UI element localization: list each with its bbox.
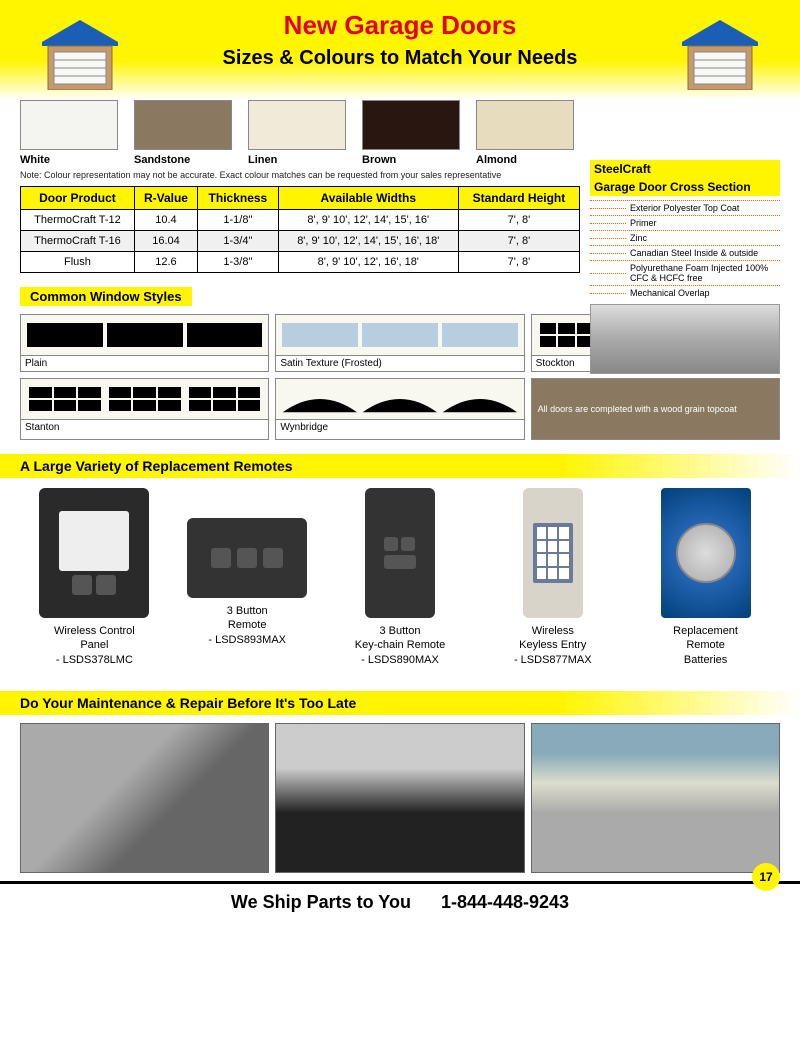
broken-door-image-3 [531,723,780,873]
cell: 8', 9' 10', 12', 14', 15', 16' [278,210,458,231]
remote-label: Wireless Keyless Entry - LSDS877MAX [478,624,627,667]
cross-section-diagram [590,304,780,374]
remote-label: Replacement Remote Batteries [631,624,780,667]
color-label: White [20,154,118,166]
cross-section-title2: Garage Door Cross Section [590,178,780,196]
cell: 7', 8' [458,252,579,273]
window-style: Stanton [20,378,269,440]
table-row: ThermoCraft T-16 16.04 1-3/4" 8', 9' 10'… [21,231,580,252]
maintenance-heading: Do Your Maintenance & Repair Before It's… [0,691,800,715]
cs-label: Mechanical Overlap [590,285,780,300]
page-subtitle: Sizes & Colours to Match Your Needs [20,47,780,70]
color-swatch: Linen [248,100,346,166]
table-row: ThermoCraft T-12 10.4 1-1/8" 8', 9' 10',… [21,210,580,231]
col-header: Standard Height [458,187,579,210]
color-label: Linen [248,154,346,166]
wood-note-text: All doors are completed with a wood grai… [532,379,779,439]
cross-section-title1: SteelCraft [590,160,780,178]
header-band: New Garage Doors Sizes & Colours to Matc… [0,0,800,100]
broken-door-image-1 [20,723,269,873]
remote-label: 3 Button Remote - LSDS893MAX [173,604,322,647]
window-label: Satin Texture (Frosted) [276,355,523,371]
color-swatch: Sandstone [134,100,232,166]
window-style: Wynbridge [275,378,524,440]
maintenance-images [0,715,800,881]
color-label: Sandstone [134,154,232,166]
color-box [248,100,346,150]
window-label: Wynbridge [276,419,523,435]
cs-label: Primer [590,215,780,230]
cell: 1-1/8" [198,210,279,231]
color-box [362,100,460,150]
battery-image [661,488,751,618]
cell: ThermoCraft T-12 [21,210,135,231]
color-label: Brown [362,154,460,166]
cell: 7', 8' [458,231,579,252]
color-label: Almond [476,154,574,166]
cell: 8', 9' 10', 12', 14', 15', 16', 18' [278,231,458,252]
wood-grain-note: All doors are completed with a wood grai… [531,378,780,440]
cs-label: Exterior Polyester Top Coat [590,200,780,215]
spec-table: Door Product R-Value Thickness Available… [20,186,580,273]
window-label: Stanton [21,419,268,435]
windows-heading: Common Window Styles [20,287,192,306]
garage-icon-left [40,20,120,90]
cell: 8', 9' 10', 12', 16', 18' [278,252,458,273]
col-header: R-Value [134,187,197,210]
keyless-entry-image [523,488,583,618]
remote-label: Wireless Control Panel - LSDS378LMC [20,624,169,667]
remote-item: 3 Button Key-chain Remote - LSDS890MAX [326,488,475,667]
cell: 16.04 [134,231,197,252]
footer-bar: We Ship Parts to You 1-844-448-9243 [0,881,800,927]
remotes-heading: A Large Variety of Replacement Remotes [0,454,800,478]
table-row: Flush 12.6 1-3/8" 8', 9' 10', 12', 16', … [21,252,580,273]
color-box [134,100,232,150]
col-header: Door Product [21,187,135,210]
remotes-row: Wireless Control Panel - LSDS378LMC 3 Bu… [0,478,800,677]
page-title: New Garage Doors [20,10,780,41]
color-swatch: Brown [362,100,460,166]
color-box [476,100,574,150]
cross-section-panel: SteelCraft Garage Door Cross Section Ext… [590,160,780,374]
color-swatch-row: White Sandstone Linen Brown Almond [0,100,800,166]
wireless-panel-image [39,488,149,618]
cell: 7', 8' [458,210,579,231]
color-swatch: White [20,100,118,166]
page-number-badge: 17 [752,863,780,891]
remote-item: 3 Button Remote - LSDS893MAX [173,488,322,667]
cell: Flush [21,252,135,273]
footer-ship-text: We Ship Parts to You [231,892,411,912]
cs-label: Zinc [590,230,780,245]
cs-label: Canadian Steel Inside & outside [590,245,780,260]
color-box [20,100,118,150]
remote-label: 3 Button Key-chain Remote - LSDS890MAX [326,624,475,667]
window-style: Plain [20,314,269,372]
window-style: Satin Texture (Frosted) [275,314,524,372]
remote-item: Wireless Keyless Entry - LSDS877MAX [478,488,627,667]
keychain-remote-image [365,488,435,618]
cell: 12.6 [134,252,197,273]
three-button-remote-image [187,518,307,598]
cell: 1-3/8" [198,252,279,273]
col-header: Available Widths [278,187,458,210]
remote-item: Replacement Remote Batteries [631,488,780,667]
footer-phone: 1-844-448-9243 [441,892,569,912]
window-label: Plain [21,355,268,371]
col-header: Thickness [198,187,279,210]
cell: ThermoCraft T-16 [21,231,135,252]
cell: 10.4 [134,210,197,231]
cell: 1-3/4" [198,231,279,252]
color-swatch: Almond [476,100,574,166]
garage-icon-right [680,20,760,90]
remote-item: Wireless Control Panel - LSDS378LMC [20,488,169,667]
cs-label: Polyurethane Foam Injected 100% CFC & HC… [590,260,780,285]
broken-door-image-2 [275,723,524,873]
